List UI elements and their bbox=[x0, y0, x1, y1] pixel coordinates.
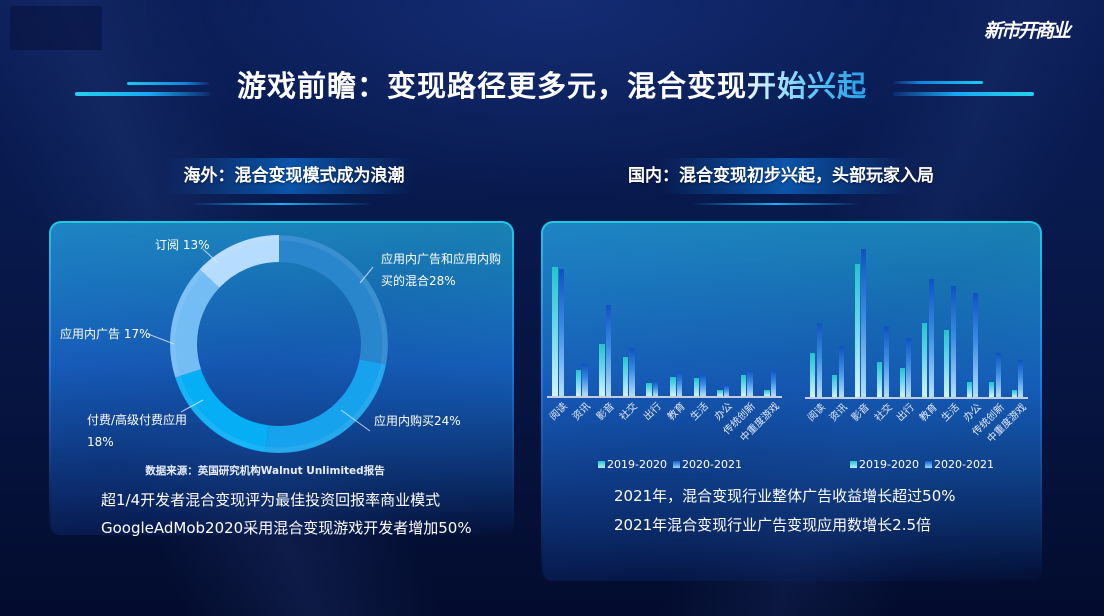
bar-2020-2021 bbox=[906, 338, 912, 397]
legend-label: 2020-2021 bbox=[934, 457, 994, 471]
legend-item: 2019-2020 bbox=[598, 457, 667, 471]
donut-label-line: 应用内购买24% bbox=[374, 414, 461, 428]
overseas-bullet: GoogleAdMob2020采用混合变现游戏开发者增加50% bbox=[101, 519, 472, 537]
bar-2020-2021 bbox=[928, 279, 934, 397]
bar-2020-2021 bbox=[950, 286, 956, 397]
brand-logo: 新市开商业 bbox=[984, 20, 1071, 42]
bar-2019-2020 bbox=[877, 362, 883, 397]
bar-2020-2021 bbox=[838, 346, 844, 397]
legend-label: 2019-2020 bbox=[607, 457, 667, 471]
domestic-bullet: 2021年，混合变现行业整体广告收益增长超过50% bbox=[614, 487, 956, 505]
donut-label: 应用内广告 17% bbox=[60, 323, 151, 345]
legend-swatch-icon bbox=[925, 460, 932, 468]
bar-2019-2020 bbox=[552, 267, 558, 396]
bar-2019-2020 bbox=[646, 383, 652, 396]
overseas-bullet: 超1/4开发者混合变现评为最佳投资回报率商业模式 bbox=[101, 491, 441, 509]
page-title-highlight: 开始兴起 bbox=[747, 69, 868, 103]
legend-item: 2020-2021 bbox=[673, 457, 742, 471]
bar-2019-2020 bbox=[989, 382, 995, 397]
title-decoration-line bbox=[127, 82, 210, 85]
legend-label: 2020-2021 bbox=[682, 457, 742, 471]
donut-label: 付费/高级付费应用 18% bbox=[87, 409, 187, 453]
bar-2019-2020 bbox=[670, 377, 676, 396]
bar-2020-2021 bbox=[700, 374, 706, 396]
bar-2019-2020 bbox=[599, 344, 605, 396]
section-heading-glow bbox=[660, 158, 910, 194]
legend-swatch-icon bbox=[850, 460, 857, 468]
section-heading-underline bbox=[692, 203, 860, 205]
donut-label-line: 付费/高级付费应用 bbox=[87, 413, 188, 427]
domestic-bullet: 2021年混合变现行业广告变现应用数增长2.5倍 bbox=[614, 516, 932, 534]
bar-2019-2020 bbox=[764, 390, 770, 396]
bar-2019-2020 bbox=[740, 375, 747, 396]
donut-label-line: 18% bbox=[87, 435, 114, 449]
bar-2020-2021 bbox=[995, 353, 1001, 397]
bar-2020-2021 bbox=[883, 326, 889, 397]
bar-2020-2021 bbox=[723, 385, 730, 396]
section-heading-domestic: 国内：混合变现初步兴起，头部玩家入局 bbox=[628, 166, 934, 186]
donut-label: 应用内广告和应用内购 买的混合28% bbox=[381, 248, 501, 292]
donut-label-line: 订阅 13% bbox=[155, 238, 210, 252]
bar-2019-2020 bbox=[693, 378, 700, 396]
x-axis-line bbox=[805, 397, 1028, 399]
title-decoration-line bbox=[893, 92, 1034, 96]
bar-2019-2020 bbox=[622, 357, 629, 396]
bar-2019-2020 bbox=[575, 370, 582, 396]
bar-2020-2021 bbox=[605, 305, 612, 396]
bar-2019-2020 bbox=[944, 330, 950, 397]
bar-2019-2020 bbox=[899, 368, 905, 397]
title-decoration-line bbox=[893, 81, 983, 84]
section-heading-underline bbox=[190, 203, 373, 205]
bar-2020-2021 bbox=[629, 348, 635, 396]
bar-2020-2021 bbox=[582, 364, 588, 396]
bar-2019-2020 bbox=[810, 353, 815, 397]
bar-2020-2021 bbox=[973, 293, 979, 397]
donut-label: 订阅 13% bbox=[155, 234, 210, 256]
bar-2019-2020 bbox=[832, 375, 838, 397]
bar-2020-2021 bbox=[770, 370, 777, 396]
section-heading-overseas: 海外：混合变现模式成为浪潮 bbox=[183, 166, 405, 186]
data-source-note: 数据来源：英国研究机构Walnut Unlimited报告 bbox=[145, 465, 385, 477]
legend-item: 2019-2020 bbox=[850, 457, 919, 471]
bar-2020-2021 bbox=[652, 381, 659, 396]
bar-2019-2020 bbox=[854, 264, 860, 397]
bar-2019-2020 bbox=[1011, 390, 1017, 397]
legend-swatch-icon bbox=[673, 460, 680, 468]
corner-decoration bbox=[10, 6, 102, 50]
title-decoration-line bbox=[75, 92, 210, 96]
donut-label: 应用内购买24% bbox=[374, 410, 461, 432]
x-axis-line bbox=[547, 396, 782, 398]
bar-2019-2020 bbox=[717, 390, 723, 396]
page-title-main: 游戏前瞻：变现路径更多元，混合变现 bbox=[236, 69, 747, 103]
legend-swatch-icon bbox=[598, 460, 605, 468]
section-heading-glow bbox=[165, 158, 415, 194]
donut-label-line: 买的混合28% bbox=[381, 274, 456, 288]
bar-2020-2021 bbox=[558, 269, 564, 396]
legend-label: 2019-2020 bbox=[859, 457, 919, 471]
bar-2020-2021 bbox=[1018, 360, 1024, 397]
bar-2019-2020 bbox=[922, 323, 927, 397]
legend-item: 2020-2021 bbox=[925, 457, 994, 471]
donut-label-line: 应用内广告和应用内购 bbox=[381, 252, 502, 266]
bar-2020-2021 bbox=[676, 372, 682, 396]
bar-2020-2021 bbox=[861, 249, 867, 397]
bar-2019-2020 bbox=[966, 382, 972, 397]
donut-label-line: 应用内广告 17% bbox=[60, 327, 151, 341]
page-title: 游戏前瞻：变现路径更多元，混合变现开始兴起 bbox=[0, 66, 1104, 106]
bar-2020-2021 bbox=[747, 370, 753, 396]
bar-2020-2021 bbox=[816, 323, 822, 397]
domestic-panel bbox=[541, 221, 1042, 583]
